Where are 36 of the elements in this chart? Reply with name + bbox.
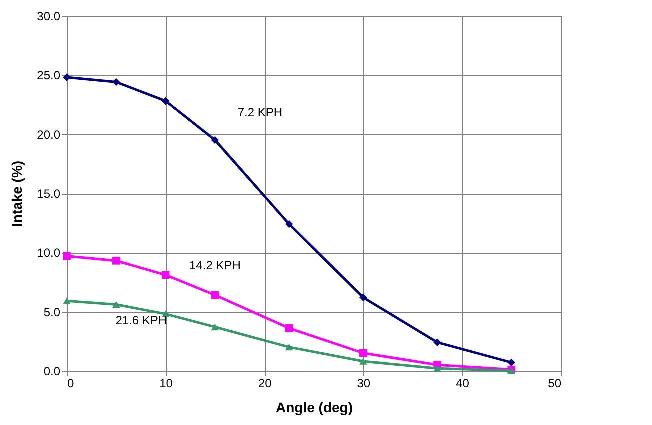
- x-tick-label: 20: [258, 376, 272, 390]
- x-tick-label: 50: [548, 376, 562, 390]
- point: [360, 294, 368, 302]
- point: [112, 257, 120, 265]
- point: [112, 301, 120, 308]
- point: [434, 338, 442, 346]
- point: [211, 324, 220, 331]
- y-tick-label: 30.0: [37, 10, 61, 24]
- point: [112, 78, 120, 86]
- point: [434, 365, 442, 372]
- y-tick-label: 25.0: [37, 68, 61, 83]
- point: [162, 271, 170, 280]
- point: [360, 349, 368, 358]
- x-tick-label: 10: [160, 376, 174, 390]
- x-tick-label: 0: [68, 376, 74, 390]
- point: [285, 344, 294, 351]
- x-axis-title: Angle (deg): [276, 400, 353, 416]
- point: [285, 324, 294, 332]
- y-axis-title: Intake (%): [9, 160, 26, 228]
- series-label: 14.2 KPH: [190, 258, 241, 272]
- point: [162, 97, 170, 106]
- point: [211, 291, 220, 300]
- point: [211, 136, 220, 144]
- point: [360, 358, 368, 365]
- x-tick-label: 40: [456, 376, 470, 390]
- point: [508, 358, 516, 367]
- y-tick-label: 5.0: [44, 305, 61, 320]
- text: 7.2 KPH: [238, 105, 283, 120]
- series-label: 21.6 KPH: [116, 314, 168, 328]
- point: [63, 298, 71, 305]
- y-tick-label: 20.0: [37, 128, 61, 142]
- y-tick-label: 10.0: [37, 246, 61, 260]
- y-tick-label: 0.0: [44, 364, 61, 378]
- point: [285, 220, 294, 228]
- y-tick-label: 15.0: [37, 187, 61, 201]
- x-tick-label: 30: [357, 376, 371, 390]
